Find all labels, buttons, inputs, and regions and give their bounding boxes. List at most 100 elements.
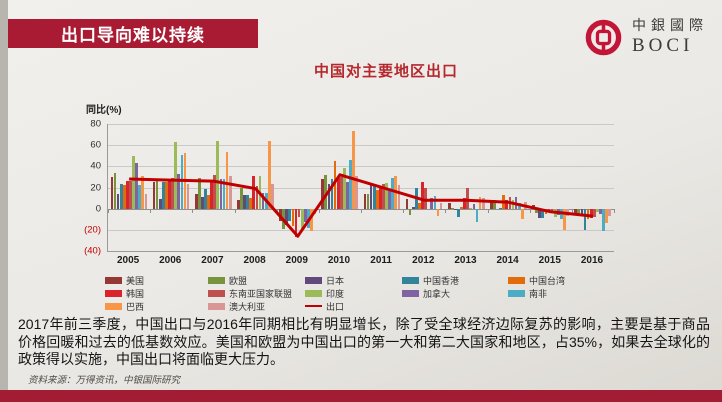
bar-美国-2013 — [447, 203, 451, 209]
legend-color-swatch-icon — [208, 289, 225, 297]
bar-东南亚国家联盟-2011 — [382, 184, 385, 209]
bar-中国台湾-2011 — [375, 189, 379, 209]
x-tick-label-2008: 2008 — [243, 255, 266, 266]
bar-韩国-2008 — [252, 175, 256, 209]
bar-印度-2005 — [132, 155, 135, 209]
x-tick-label-2007: 2007 — [201, 255, 224, 266]
bar-东南亚国家联盟-2012 — [424, 187, 427, 209]
legend-column: 美国韩国巴西 — [105, 274, 208, 312]
bar-南非-2016 — [602, 208, 605, 231]
y-tick-label: (40) — [84, 245, 101, 257]
bar-日本-2015 — [538, 208, 542, 219]
legend-label: 巴西 — [126, 301, 145, 312]
bar-group-2007 — [192, 124, 234, 251]
bar-加拿大-2005 — [135, 163, 138, 209]
bar-加拿大-2008 — [261, 192, 265, 209]
bar-东南亚国家联盟-2005 — [129, 181, 132, 209]
bar-东南亚国家联盟-2013 — [466, 187, 470, 209]
bar-巴西-2014 — [520, 208, 524, 220]
bar-group-2005 — [108, 124, 150, 251]
legend-line-swatch-icon — [305, 305, 322, 307]
bar-澳大利亚-2006 — [186, 184, 190, 209]
legend-item-中国香港: 中国香港 — [402, 274, 508, 286]
bar-欧盟-2008 — [240, 187, 243, 209]
category-tick — [487, 208, 489, 213]
category-tick — [571, 208, 573, 213]
bar-东南亚国家联盟-2006 — [171, 177, 174, 209]
slide-header-banner: 出口导向难以持续 — [8, 19, 258, 48]
bar-东南亚国家联盟-2016 — [592, 208, 596, 218]
bar-日本-2005 — [116, 193, 120, 209]
bar-澳大利亚-2013 — [481, 198, 485, 209]
y-axis-title: 同比(%) — [86, 105, 122, 116]
bar-东南亚国家联盟-2015 — [550, 208, 554, 211]
bar-美国-2011 — [363, 193, 367, 209]
legend-item-南非: 南非 — [508, 287, 608, 299]
bar-中国香港-2016 — [583, 208, 587, 230]
category-tick — [318, 208, 320, 213]
slide-footer-bar — [0, 390, 722, 402]
bar-澳大利亚-2007 — [228, 175, 232, 209]
legend-item-美国: 美国 — [105, 274, 208, 286]
legend-label: 南非 — [529, 288, 548, 299]
legend-label: 韩国 — [126, 288, 145, 299]
bar-巴西-2013 — [478, 197, 482, 209]
x-tick-label-2006: 2006 — [159, 255, 182, 266]
bar-group-2016 — [572, 124, 614, 251]
bar-美国-2006 — [152, 182, 156, 209]
legend-item-中国台湾: 中国台湾 — [508, 274, 608, 286]
bar-印度-2007 — [216, 140, 220, 209]
bar-日本-2010 — [327, 184, 331, 209]
category-tick — [108, 208, 109, 213]
boci-logo-text: 中銀國際 BOCI — [632, 19, 708, 57]
bar-韩国-2016 — [589, 208, 593, 219]
y-tick-label: (20) — [84, 224, 101, 236]
x-tick-label-2015: 2015 — [538, 255, 561, 266]
bar-巴西-2010 — [352, 131, 355, 209]
legend-color-swatch-icon — [208, 276, 225, 284]
legend-item-韩国: 韩国 — [105, 287, 208, 299]
chart-title: 中国对主要地区出口 — [313, 63, 458, 80]
bar-澳大利亚-2012 — [439, 203, 443, 209]
bar-东南亚国家联盟-2010 — [339, 176, 343, 209]
legend-color-swatch-icon — [105, 302, 122, 310]
legend-item-澳大利亚: 澳大利亚 — [208, 300, 305, 312]
bar-加拿大-2010 — [346, 182, 349, 209]
gridline — [108, 166, 614, 168]
bar-巴西-2007 — [225, 151, 229, 209]
bar-中国香港-2009 — [288, 208, 292, 222]
export-line-series — [129, 173, 594, 238]
legend-item-欧盟: 欧盟 — [208, 274, 305, 286]
bar-日本-2007 — [201, 197, 204, 209]
legend-label: 欧盟 — [229, 275, 248, 286]
category-tick — [445, 208, 447, 213]
bar-南非-2013 — [475, 208, 479, 223]
bar-日本-2011 — [369, 185, 373, 209]
bar-中国香港-2008 — [246, 194, 250, 209]
bar-印度-2009 — [300, 208, 304, 230]
category-tick — [529, 208, 531, 213]
bar-韩国-2009 — [294, 208, 298, 238]
y-tick-label: 80 — [90, 118, 101, 130]
slide-left-edge — [0, 0, 8, 402]
legend-label: 中国台湾 — [529, 275, 566, 286]
category-tick — [150, 208, 152, 213]
legend-item-巴西: 巴西 — [105, 300, 208, 312]
bar-巴西-2012 — [436, 208, 440, 217]
bar-欧盟-2005 — [113, 172, 117, 209]
bar-中国香港-2011 — [372, 184, 376, 209]
legend-color-swatch-icon — [305, 276, 322, 284]
bar-中国香港-2005 — [119, 184, 123, 209]
bar-加拿大-2016 — [599, 208, 602, 214]
category-tick — [403, 208, 405, 213]
bar-中国台湾-2005 — [122, 185, 126, 209]
bar-印度-2016 — [595, 208, 599, 212]
bar-印度-2010 — [342, 168, 346, 209]
bar-加拿大-2006 — [177, 173, 181, 209]
bar-美国-2012 — [405, 199, 409, 209]
x-axis-labels: 2005 2006 2007 2008 2009 2010 2011 2012 2013 2014… — [107, 255, 613, 266]
legend-item-日本: 日本 — [305, 274, 402, 286]
x-tick-label-2013: 2013 — [454, 255, 477, 266]
legend-label: 印度 — [326, 288, 345, 299]
